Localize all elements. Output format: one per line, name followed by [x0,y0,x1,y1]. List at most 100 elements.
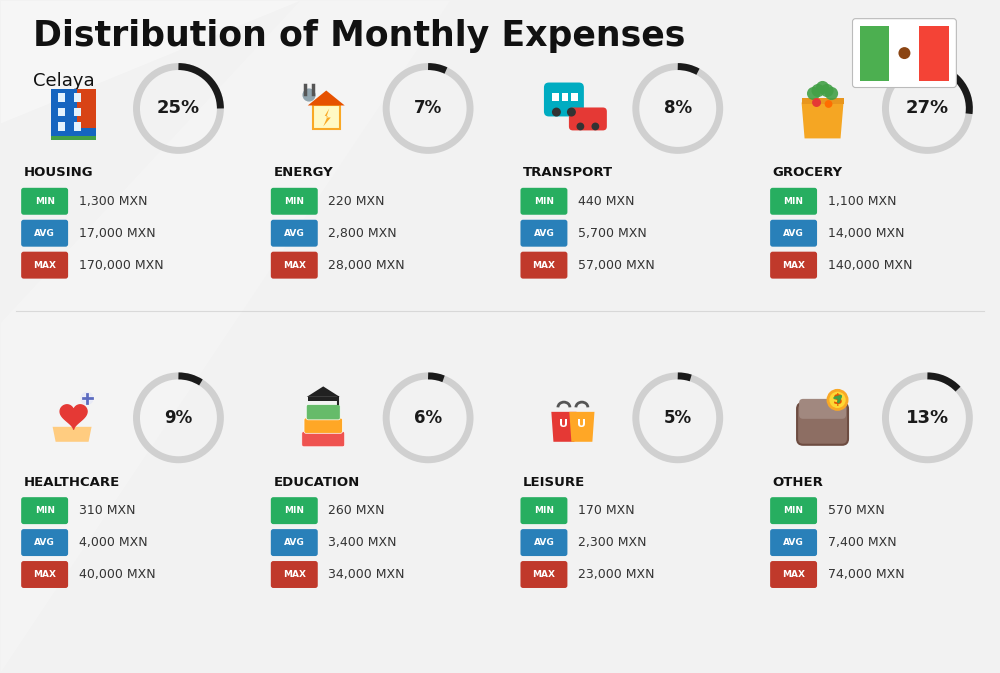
Bar [51,90,96,141]
FancyBboxPatch shape [302,431,345,447]
Polygon shape [53,427,92,441]
Bar [860,26,889,81]
Text: 7,400 MXN: 7,400 MXN [828,536,896,549]
Polygon shape [551,412,576,441]
Text: 27%: 27% [906,100,949,118]
Text: MIN: MIN [784,197,804,206]
FancyBboxPatch shape [21,529,68,556]
Text: 440 MXN: 440 MXN [578,194,634,208]
Text: 570 MXN: 570 MXN [828,504,884,517]
Polygon shape [307,386,340,397]
Text: 57,000 MXN: 57,000 MXN [578,258,655,272]
Text: Distribution of Monthly Expenses: Distribution of Monthly Expenses [33,19,685,52]
Bar [552,93,559,101]
Text: 1,100 MXN: 1,100 MXN [828,194,896,208]
FancyBboxPatch shape [306,404,340,420]
Text: 4,000 MXN: 4,000 MXN [79,536,147,549]
Bar [77,90,96,128]
Text: GROCERY: GROCERY [773,166,843,179]
Text: 2,300 MXN: 2,300 MXN [578,536,646,549]
Text: 23,000 MXN: 23,000 MXN [578,568,654,581]
Bar [74,108,81,116]
Polygon shape [308,90,345,106]
Text: AVG: AVG [284,538,305,547]
Text: 2,800 MXN: 2,800 MXN [328,227,397,240]
Circle shape [576,122,584,131]
Bar [571,93,578,101]
Text: 260 MXN: 260 MXN [328,504,385,517]
Text: 17,000 MXN: 17,000 MXN [79,227,155,240]
Bar [74,93,81,102]
Text: 5,700 MXN: 5,700 MXN [578,227,647,240]
Text: 170,000 MXN: 170,000 MXN [79,258,163,272]
Text: MIN: MIN [284,506,304,515]
Text: MAX: MAX [532,570,555,579]
Text: MIN: MIN [784,506,804,515]
Circle shape [811,84,825,97]
FancyBboxPatch shape [520,220,567,247]
Text: 5%: 5% [664,409,692,427]
Circle shape [825,87,838,100]
Bar [58,108,65,116]
FancyBboxPatch shape [21,252,68,279]
FancyBboxPatch shape [770,252,817,279]
FancyBboxPatch shape [271,497,318,524]
FancyBboxPatch shape [770,220,817,247]
Text: U: U [559,419,568,429]
Text: AVG: AVG [34,229,55,238]
Text: Celaya: Celaya [33,71,94,90]
Text: 6%: 6% [414,409,442,427]
FancyBboxPatch shape [770,497,817,524]
Circle shape [80,392,94,405]
FancyBboxPatch shape [271,220,318,247]
Circle shape [898,47,910,59]
Bar [889,26,919,81]
FancyBboxPatch shape [21,188,68,215]
FancyBboxPatch shape [797,403,848,445]
FancyBboxPatch shape [544,83,584,116]
Text: MIN: MIN [35,197,55,206]
Text: U: U [577,419,586,429]
Text: EDUCATION: EDUCATION [273,476,360,489]
Circle shape [825,100,832,108]
Polygon shape [569,412,594,441]
Text: 28,000 MXN: 28,000 MXN [328,258,405,272]
FancyBboxPatch shape [770,188,817,215]
Text: HEALTHCARE: HEALTHCARE [24,476,120,489]
Bar [51,136,96,141]
Text: MIN: MIN [35,506,55,515]
Text: TRANSPORT: TRANSPORT [523,166,613,179]
Circle shape [807,87,820,100]
Text: 34,000 MXN: 34,000 MXN [328,568,405,581]
Text: 14,000 MXN: 14,000 MXN [828,227,904,240]
Text: 25%: 25% [157,100,200,118]
FancyBboxPatch shape [21,497,68,524]
FancyBboxPatch shape [271,252,318,279]
FancyBboxPatch shape [520,561,567,588]
Polygon shape [60,404,87,429]
Circle shape [820,84,834,97]
Text: 220 MXN: 220 MXN [328,194,385,208]
Polygon shape [323,108,331,127]
Text: 3,400 MXN: 3,400 MXN [328,536,397,549]
Text: 13%: 13% [906,409,949,427]
Text: MIN: MIN [284,197,304,206]
FancyBboxPatch shape [21,561,68,588]
Text: $: $ [833,393,842,407]
FancyBboxPatch shape [520,188,567,215]
Text: MAX: MAX [532,260,555,270]
Bar [313,106,340,129]
Text: 7%: 7% [414,100,442,118]
Text: AVG: AVG [783,538,804,547]
Circle shape [816,81,829,94]
Circle shape [302,88,316,102]
Text: AVG: AVG [34,538,55,547]
FancyBboxPatch shape [304,418,342,433]
FancyBboxPatch shape [520,252,567,279]
Text: AVG: AVG [534,229,554,238]
Bar [58,122,65,131]
FancyBboxPatch shape [853,19,956,87]
Text: 74,000 MXN: 74,000 MXN [828,568,904,581]
FancyBboxPatch shape [520,529,567,556]
FancyBboxPatch shape [569,108,607,131]
